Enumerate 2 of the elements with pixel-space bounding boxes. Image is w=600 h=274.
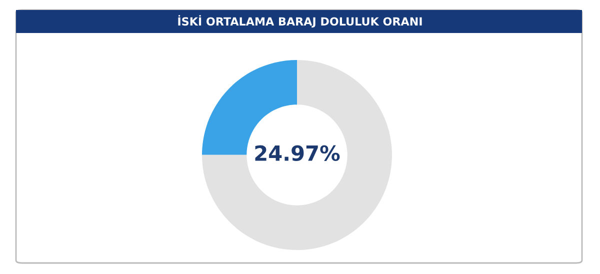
text: 24.97% (255, 145, 340, 162)
chart-title: İSKİ ORTALAMA BARAJ DOLULUK ORANI (178, 15, 422, 28)
